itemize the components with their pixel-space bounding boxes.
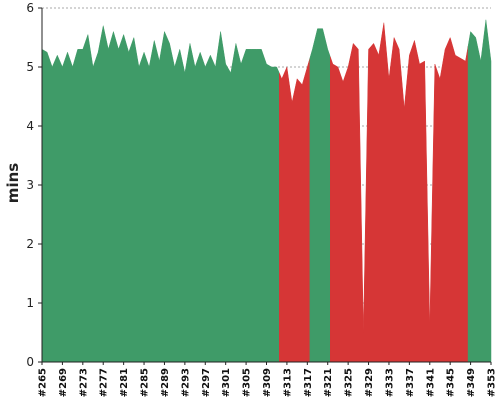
area-segments [41, 19, 492, 363]
y-tick-label: 3 [26, 178, 34, 192]
x-tick-label: #301 [221, 368, 232, 397]
x-tick-label: #337 [405, 368, 416, 397]
x-tick-label: #269 [58, 368, 69, 397]
y-tick-label: 5 [26, 60, 34, 74]
x-tick-label: #321 [323, 368, 334, 397]
pass-area-segment [467, 19, 492, 363]
pass-area-segment [309, 28, 331, 363]
x-tick-label: #333 [384, 368, 395, 397]
x-tick-label: #289 [160, 368, 171, 397]
x-tick-label: #325 [344, 368, 355, 397]
fail-area-segment [330, 22, 469, 363]
axes [38, 7, 492, 365]
x-tick-label: #313 [282, 368, 293, 397]
x-tick-label: #345 [446, 368, 457, 397]
x-tick-label: #317 [303, 368, 314, 397]
y-axis-label: mins [4, 163, 22, 203]
y-tick-label: 4 [26, 119, 34, 133]
x-tick-label: #293 [180, 368, 191, 397]
x-tick-label: #273 [78, 368, 89, 397]
x-tick-label: #353 [487, 368, 498, 397]
y-tick-labels: 0 1 2 3 4 5 6 [26, 1, 34, 369]
y-tick-label: 0 [26, 355, 34, 369]
x-tick-label: #341 [425, 368, 436, 397]
x-tick-label: #265 [38, 368, 49, 397]
x-tick-label: #349 [466, 368, 477, 397]
x-tick-label: #277 [99, 368, 110, 397]
y-tick-label: 2 [26, 237, 34, 251]
x-tick-label: #329 [364, 368, 375, 397]
x-tick-label: #309 [262, 368, 273, 397]
x-tick-label: #305 [242, 368, 253, 397]
y-tick-label: 1 [26, 296, 34, 310]
x-tick-label: #297 [201, 368, 212, 397]
pass-area-segment [41, 25, 280, 363]
x-tick-label: #281 [119, 368, 130, 397]
y-tick-label: 6 [26, 1, 34, 15]
x-tick-labels: #265 #269 #273 #277 #281 #285 #289 #293 #297 #301… [38, 368, 498, 397]
fail-area-segment [279, 58, 311, 363]
x-tick-label: #285 [140, 368, 151, 397]
